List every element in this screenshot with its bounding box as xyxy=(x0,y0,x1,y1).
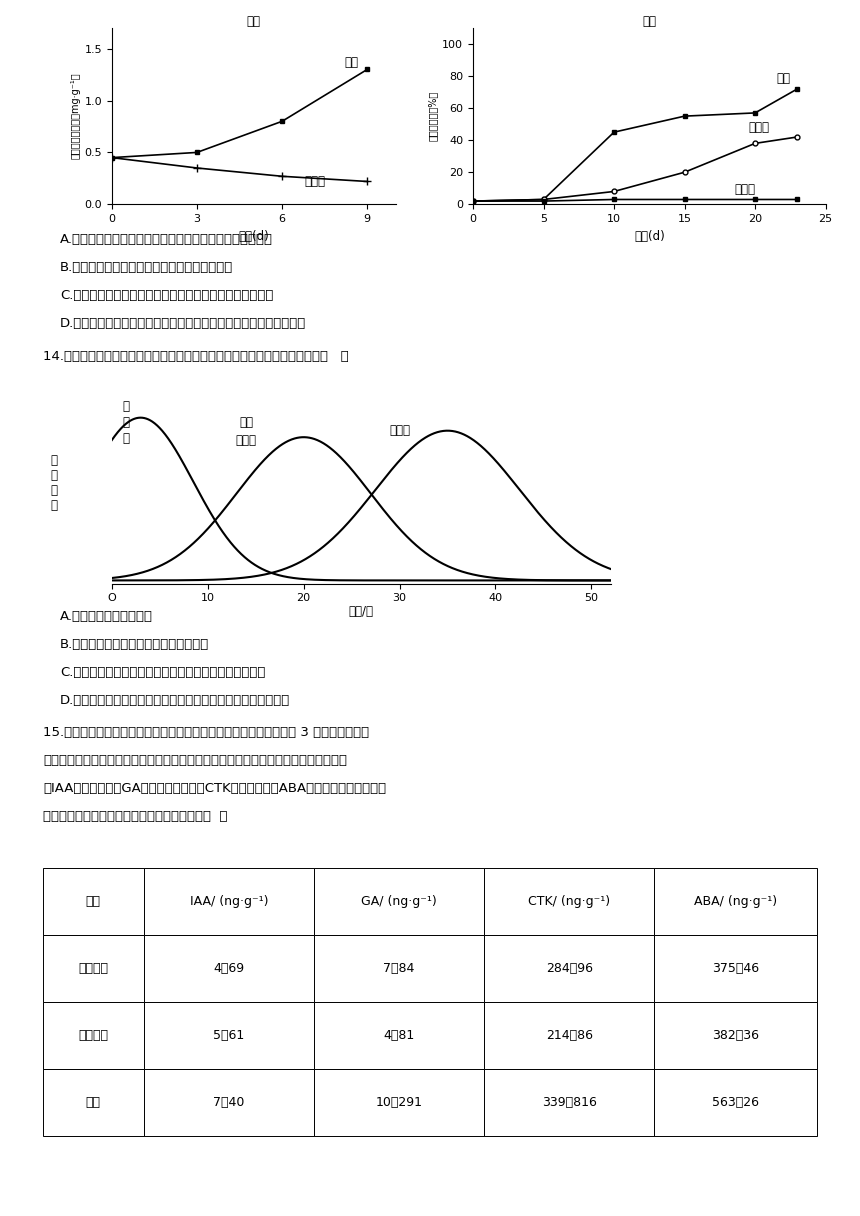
Title: 图乙: 图乙 xyxy=(642,15,656,28)
Text: 酸: 酸 xyxy=(123,432,130,445)
Y-axis label: 种子赤霉素含量（mg·g⁻¹）: 种子赤霉素含量（mg·g⁻¹） xyxy=(71,73,80,159)
Text: 所示。下列有关植物体内激素分析不正确的是（  ）: 所示。下列有关植物体内激素分析不正确的是（ ） xyxy=(43,810,228,823)
Text: 赤霍素: 赤霍素 xyxy=(748,120,769,134)
Text: ABA/ (ng·g⁻¹): ABA/ (ng·g⁻¹) xyxy=(694,895,777,908)
Text: 7．40: 7．40 xyxy=(213,1096,244,1109)
Text: 阶段（营养生长阶段、即将开花阶段、开花阶段）的巴山木竹叶片，测定其内源生长素: 阶段（营养生长阶段、即将开花阶段、开花阶段）的巴山木竹叶片，测定其内源生长素 xyxy=(43,754,347,767)
Text: 4．81: 4．81 xyxy=(384,1029,415,1042)
Text: 开花: 开花 xyxy=(86,1096,101,1109)
Text: 382．36: 382．36 xyxy=(712,1029,759,1042)
X-axis label: 时间(d): 时间(d) xyxy=(238,230,269,242)
Text: 落: 落 xyxy=(123,416,130,429)
Text: CTK/ (ng·g⁻¹): CTK/ (ng·g⁻¹) xyxy=(528,895,611,908)
Text: GA/ (ng·g⁻¹): GA/ (ng·g⁻¹) xyxy=(361,895,437,908)
Title: 图甲: 图甲 xyxy=(247,15,261,28)
Text: 红光: 红光 xyxy=(777,73,790,85)
Text: C.　红光与赤霍素处理相比，莒苣种子萩发的响应时间相同: C. 红光与赤霍素处理相比，莒苣种子萩发的响应时间相同 xyxy=(60,289,273,303)
Text: 4．69: 4．69 xyxy=(213,962,244,975)
X-axis label: 时间/天: 时间/天 xyxy=(348,604,374,618)
Text: 15.　为了解巴山木竹开花过程中植物内源激素的变化情况，依次选取 3 个不同生长发育: 15. 为了解巴山木竹开花过程中植物内源激素的变化情况，依次选取 3 个不同生长… xyxy=(43,726,369,739)
Text: 激
素
含
量: 激 素 含 量 xyxy=(51,454,58,512)
Text: 营养生长: 营养生长 xyxy=(78,962,108,975)
Text: 284．96: 284．96 xyxy=(546,962,593,975)
Text: 10．291: 10．291 xyxy=(376,1096,422,1109)
Text: 214．86: 214．86 xyxy=(546,1029,593,1042)
Text: C.　在种子萩发过程中，细胞分裂素与赤霍素起协同作用: C. 在种子萩发过程中，细胞分裂素与赤霍素起协同作用 xyxy=(60,666,266,680)
Text: 脱: 脱 xyxy=(123,400,130,412)
Text: 375．46: 375．46 xyxy=(712,962,759,975)
Text: 即将开花: 即将开花 xyxy=(78,1029,108,1042)
Text: B.　种子萩发的过程只与这三种激素有关: B. 种子萩发的过程只与这三种激素有关 xyxy=(60,638,210,652)
Text: 339．816: 339．816 xyxy=(542,1096,597,1109)
Y-axis label: 种子萩发率（%）: 种子萩发率（%） xyxy=(428,91,438,141)
Text: 细胞: 细胞 xyxy=(239,416,253,429)
Text: 赤霉素: 赤霉素 xyxy=(389,424,410,437)
Text: （IAA）、赤霍素（GA）、细胞分裂素（CTK）和脱落酸（ABA）的水平，结果如下表: （IAA）、赤霍素（GA）、细胞分裂素（CTK）和脱落酸（ABA）的水平，结果如… xyxy=(43,782,386,795)
Text: D.　若红光处理结合外施脱落酸，莒苣种子萩发率比单独红光处理高: D. 若红光处理结合外施脱落酸，莒苣种子萩发率比单独红光处理高 xyxy=(60,317,306,331)
X-axis label: 时间(d): 时间(d) xyxy=(634,230,665,242)
Text: 分裂素: 分裂素 xyxy=(236,434,256,446)
Text: 远红光: 远红光 xyxy=(734,184,755,196)
Text: 563．26: 563．26 xyxy=(712,1096,759,1109)
Text: A.　远红光处理莒苣种子使赤霍素含量增加，促进种子萩发: A. 远红光处理莒苣种子使赤霍素含量增加，促进种子萩发 xyxy=(60,233,273,247)
Text: D.　在果衒运输过程中可以适当喷洒细胞分裂素，起到保鲜作用: D. 在果衒运输过程中可以适当喷洒细胞分裂素，起到保鲜作用 xyxy=(60,694,291,708)
Text: 红光: 红光 xyxy=(345,56,359,69)
Text: 远红光: 远红光 xyxy=(304,175,326,187)
Text: IAA/ (ng·g⁻¹): IAA/ (ng·g⁻¹) xyxy=(189,895,268,908)
Text: 14.　如图表示种子萩发过程中几种激素含量的变化情况。下列叙述正确的是（   ）: 14. 如图表示种子萩发过程中几种激素含量的变化情况。下列叙述正确的是（ ） xyxy=(43,350,349,364)
Text: 5．61: 5．61 xyxy=(213,1029,244,1042)
Text: 7．84: 7．84 xyxy=(384,962,415,975)
Text: 阶段: 阶段 xyxy=(86,895,101,908)
Text: A.　脱落酸抑制种子萩发: A. 脱落酸抑制种子萩发 xyxy=(60,610,153,624)
Text: B.　红光可能促进了合成赤霍素相关基因的表达: B. 红光可能促进了合成赤霍素相关基因的表达 xyxy=(60,261,233,275)
